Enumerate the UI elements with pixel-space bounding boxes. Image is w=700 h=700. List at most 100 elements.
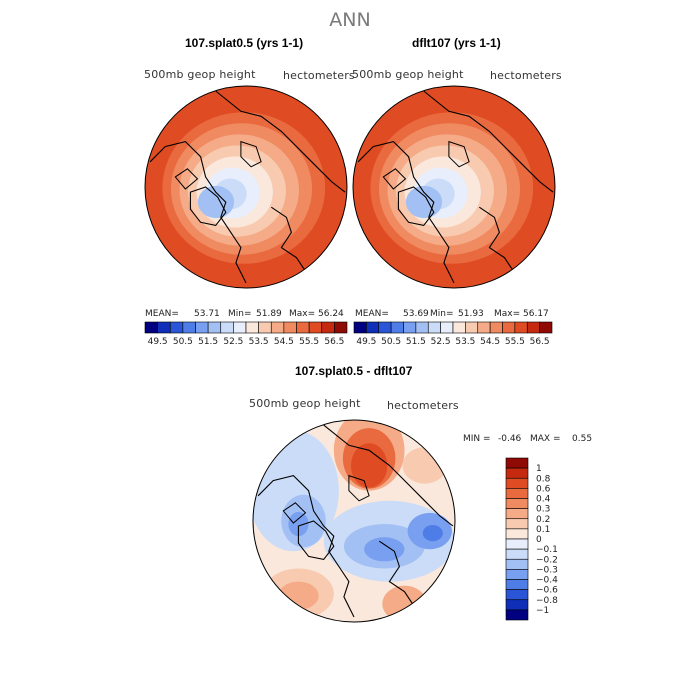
- panel1-max-value: 56.24: [318, 309, 344, 319]
- panel2-colorbar: 49.5 50.5 51.5 52.5 53.5 54.5 55.5 56.5: [353, 321, 553, 347]
- panel1-coast-islands: [174, 168, 199, 190]
- panel1-colorbar-swatch: [308, 321, 323, 334]
- panel2-field-label: 500mb geop height: [352, 68, 464, 81]
- panel2-colorbar-swatch: [440, 321, 454, 334]
- panel3-min-value: -0.46: [498, 434, 522, 444]
- panel3-colorbar-swatch: [505, 599, 529, 611]
- panel2-colorbar-swatch: [452, 321, 466, 334]
- panel2-colorbar-tick: 54.5: [480, 337, 500, 347]
- panel1-coast-arctic: [240, 140, 262, 168]
- panel1-mean-label: MEAN=: [145, 309, 179, 319]
- panel1-colorbar: 49.5 50.5 51.5 52.5 53.5 54.5 55.5 56.5: [144, 321, 348, 347]
- panel3-units: hectometers: [387, 399, 459, 412]
- panel1-colorbar-swatch: [270, 321, 285, 334]
- panel3-coast-greenland: [297, 520, 335, 561]
- panel3-anomaly-center-core: [364, 537, 405, 562]
- panel1-colorbar-swatch: [182, 321, 196, 334]
- panel1-colorbar-swatch: [321, 321, 335, 334]
- panel2-colorbar-swatch: [514, 321, 528, 334]
- panel1-colorbar-swatch: [157, 321, 171, 334]
- panel1-map: [144, 85, 348, 289]
- panel3-colorbar-swatch: [505, 579, 529, 590]
- panel1-border: [144, 85, 348, 289]
- panel3-colorbar-swatch: [505, 538, 529, 550]
- panel2-low-center: [405, 185, 443, 219]
- panel3-colorbar-swatch: [505, 518, 529, 530]
- panel3-colorbar-swatch: [505, 457, 529, 469]
- panel1-title: 107.splat0.5 (yrs 1-1): [185, 36, 304, 50]
- panel2-colorbar-tick: 52.5: [431, 337, 451, 347]
- panel1-field-label: 500mb geop height: [144, 68, 256, 81]
- panel3-anomaly-north-core: [350, 443, 388, 488]
- panel2-colorbar-swatch: [366, 321, 380, 334]
- panel2-colorbar-swatch: [353, 321, 367, 334]
- panel3-colorbar-swatch: [505, 548, 529, 560]
- panel2-colorbar-swatch: [390, 321, 404, 334]
- panel3-anomaly-upperright: [402, 447, 447, 484]
- panel3-colorbar-tick: 0.3: [536, 505, 550, 515]
- panel1-colorbar-swatch: [144, 321, 158, 334]
- panel1-colorbar-swatch: [258, 321, 272, 334]
- panel2-coast-namerica: [357, 140, 455, 284]
- panel2-coast-arctic: [448, 140, 470, 168]
- panel2-max-value: 56.17: [523, 309, 549, 319]
- panel3-colorbar-tick: −1: [536, 606, 549, 616]
- panel2-colorbar-tick: 53.5: [455, 337, 475, 347]
- panel2-coast-greenland: [397, 186, 435, 227]
- panel2-colorbar-swatch: [502, 321, 516, 334]
- panel1-min-label: Min=: [228, 309, 252, 319]
- panel1-colorbar-tick: 55.5: [299, 337, 319, 347]
- panel1-units: hectometers: [283, 69, 355, 82]
- panel1-colorbar-swatch: [334, 321, 348, 334]
- panel2-units: hectometers: [490, 69, 562, 82]
- panel2-colorbar-swatch: [378, 321, 392, 334]
- panel2-title: dflt107 (yrs 1-1): [412, 36, 501, 50]
- panel2-colorbar-tick: 55.5: [505, 337, 525, 347]
- panel3-field-label: 500mb geop height: [249, 397, 361, 410]
- panel3-colorbar-swatch: [505, 498, 529, 509]
- panel3-colorbar-swatch: [505, 508, 529, 520]
- panel3-colorbar-tick: −0.6: [536, 586, 558, 596]
- panel2-coast-europe: [478, 206, 516, 274]
- panel2-colorbar-swatch: [427, 321, 441, 334]
- panel3-colorbar-tick: 0.1: [536, 525, 550, 535]
- panel3-colorbar-tick: −0.3: [536, 565, 558, 575]
- panel3-max-value: 0.55: [572, 434, 593, 444]
- panel3-colorbar-tick: 0.4: [536, 495, 551, 505]
- panel1-coast-europe: [270, 206, 308, 274]
- panel1-colorbar-swatch: [169, 321, 184, 334]
- panel1-colorbar-swatch: [233, 321, 247, 334]
- panel3-colorbar-tick: 0.6: [536, 484, 551, 494]
- panel3-colorbar: 10.80.60.40.30.20.10−0.1−0.2−0.3−0.4−0.6…: [505, 457, 558, 621]
- panel2-mean-value: 53.69: [403, 309, 429, 319]
- panel3-colorbar-tick: −0.4: [536, 576, 558, 586]
- panel3-coast-asia: [323, 424, 454, 527]
- panel2-colorbar-tick: 51.5: [406, 337, 426, 347]
- panel3-coast-namerica: [257, 474, 355, 618]
- panel2-coast-asia: [423, 90, 554, 193]
- panel1-low-center: [197, 185, 235, 219]
- panel2-colorbar-swatch: [477, 321, 491, 334]
- panel1-colorbar-swatch: [283, 321, 297, 334]
- panel3-anomaly-right-min: [422, 525, 443, 542]
- panel2-min-label: Min=: [430, 309, 454, 319]
- panel3-colorbar-tick: 0.8: [536, 474, 551, 484]
- panel1-colorbar-tick: 50.5: [173, 337, 193, 347]
- panel3-colorbar-swatch: [505, 609, 529, 621]
- panel1-colorbar-swatch: [245, 321, 259, 334]
- panel3-map: [252, 419, 456, 623]
- panel3-coast-islands: [282, 502, 307, 524]
- panel2-colorbar-tick: 56.5: [530, 337, 550, 347]
- panel1-colorbar-swatch: [195, 321, 209, 334]
- panel2-colorbar-tick: 50.5: [381, 337, 401, 347]
- panel2-colorbar-swatch: [539, 321, 553, 334]
- panel2-border: [352, 85, 556, 289]
- panel2-colorbar-swatch: [403, 321, 417, 334]
- panel2-map: [352, 85, 556, 289]
- figure-title: ANN: [329, 9, 371, 31]
- panel3-title: 107.splat0.5 - dflt107: [295, 364, 413, 378]
- panel2-colorbar-tick: 49.5: [356, 337, 376, 347]
- panel2-colorbar-swatch: [415, 321, 429, 334]
- panel3-border: [252, 419, 456, 623]
